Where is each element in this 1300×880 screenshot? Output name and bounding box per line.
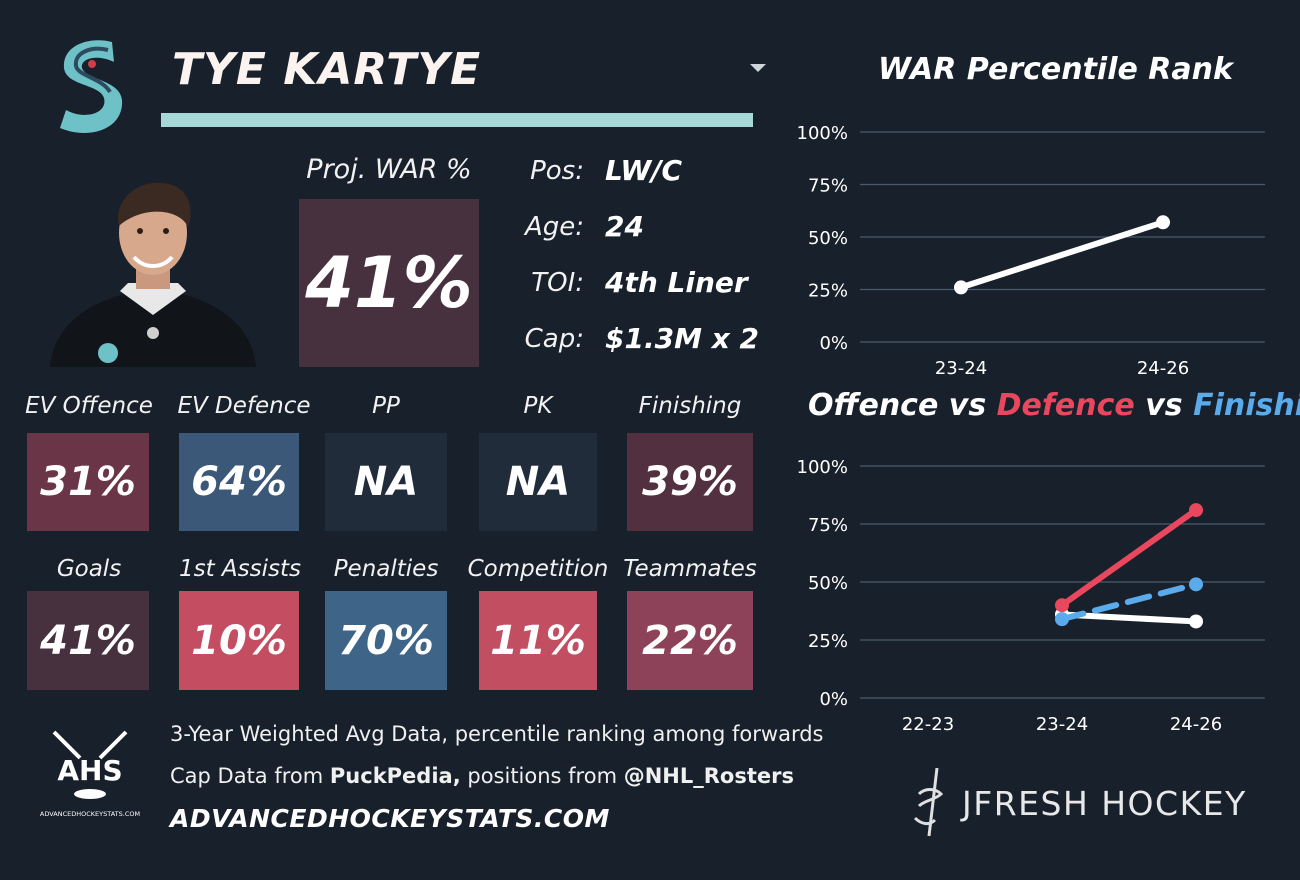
position-label: Pos: <box>530 156 584 186</box>
war-y-tick-label: 100% <box>797 123 848 144</box>
nhl-rosters-link[interactable]: @NHL_Rosters <box>623 764 794 788</box>
position-value: LW/C <box>605 154 683 187</box>
player-photo <box>50 182 256 367</box>
war-data-point-0 <box>1156 215 1170 230</box>
age-value: 24 <box>605 210 644 243</box>
title-vs-1: vs <box>938 388 997 423</box>
ovd-chart-title: Offence vs Defence vs Finishing <box>808 388 1300 423</box>
pk-label: PK <box>523 393 553 419</box>
ev-offence-label: EV Offence <box>25 393 153 419</box>
ovd-data-point-offence <box>1189 614 1203 629</box>
finishing-label: Finishing <box>638 393 742 419</box>
war-y-tick-label: 50% <box>808 228 848 249</box>
ovd-y-tick-label: 25% <box>808 631 848 652</box>
war-x-tick-label: 23-24 <box>935 358 987 379</box>
war-x-tick-label: 24-26 <box>1137 358 1189 379</box>
ovd-series-line-finishing <box>1059 581 1199 623</box>
ovd-series-line-defence <box>1059 507 1199 609</box>
finishing-tile: 39% <box>627 433 753 531</box>
competition-label: Competition <box>467 556 609 582</box>
ovd-y-tick-label: 75% <box>808 515 848 536</box>
ovd-y-tick-label: 0% <box>819 689 848 710</box>
pp-label: PP <box>372 393 400 419</box>
footer-sources: Cap Data from PuckPedia, positions from … <box>170 764 794 788</box>
pp-tile: NA <box>325 433 447 531</box>
penalties-label: Penalties <box>333 556 439 582</box>
projected-war-value: 41% <box>299 199 479 367</box>
competition-tile: 11% <box>479 591 597 690</box>
ev-offence-tile: 31% <box>27 433 149 531</box>
goals-label: Goals <box>56 556 122 582</box>
name-underline <box>161 113 753 127</box>
ahs-logo-subtext: ADVANCEDHOCKEYSTATS.COM <box>40 810 140 818</box>
footer-methodology: 3-Year Weighted Avg Data, percentile ran… <box>170 722 824 746</box>
team-logo <box>60 40 123 133</box>
first-assists-tile: 10% <box>179 591 299 690</box>
title-defence: Defence <box>996 388 1135 423</box>
ovd-y-tick-label: 100% <box>797 457 848 478</box>
ovd-x-tick-label: 23-24 <box>1036 714 1088 735</box>
ev-defence-tile: 64% <box>179 433 299 531</box>
war-y-tick-label: 25% <box>808 281 848 302</box>
site-url[interactable]: ADVANCEDHOCKEYSTATS.COM <box>170 804 610 833</box>
war-data-point-0 <box>954 280 968 295</box>
ovd-data-point-finishing <box>1055 612 1069 627</box>
cap-value: $1.3M x 2 <box>605 322 759 355</box>
jfresh-logo-icon <box>913 767 944 837</box>
title-vs-2: vs <box>1134 388 1194 423</box>
footer-sources-mid: positions from <box>460 764 624 788</box>
war-y-tick-label: 75% <box>808 176 848 197</box>
projected-war-label: Proj. WAR % <box>306 154 472 185</box>
penalties-tile: 70% <box>325 591 447 690</box>
war-series-line-0 <box>958 219 1166 291</box>
ovd-data-point-finishing <box>1189 577 1203 592</box>
war-y-tick-label: 0% <box>819 333 848 354</box>
offence-defence-finishing-chart: 0% 25% 50% 75% 100% 22-23 23-24 24-26 <box>797 457 1265 735</box>
first-assists-label: 1st Assists <box>178 556 302 582</box>
pk-tile: NA <box>479 433 597 531</box>
title-finishing: Finishing <box>1193 388 1300 423</box>
ovd-x-tick-label: 24-26 <box>1170 714 1222 735</box>
ovd-y-tick-label: 50% <box>808 573 848 594</box>
ahs-logo-text: AHS <box>57 754 122 787</box>
title-offence: Offence <box>808 388 939 423</box>
age-label: Age: <box>524 212 584 242</box>
teammates-label: Teammates <box>623 556 757 582</box>
ovd-data-point-defence <box>1189 503 1203 518</box>
jfresh-hockey-brand: JFRESH HOCKEY <box>962 784 1247 823</box>
footer-sources-prefix: Cap Data from <box>170 764 330 788</box>
war-percentile-chart: 0% 25% 50% 75% 100% 23-24 24-26 <box>797 123 1265 379</box>
puckpedia-link[interactable]: PuckPedia, <box>329 764 461 788</box>
war-chart-title: WAR Percentile Rank <box>878 52 1233 87</box>
teammates-tile: 22% <box>627 591 753 690</box>
goals-tile: 41% <box>27 591 149 690</box>
player-name: TYE KARTYE <box>172 44 482 95</box>
ahs-logo: AHS ADVANCEDHOCKEYSTATS.COM <box>40 730 140 818</box>
toi-label: TOI: <box>531 268 584 298</box>
ovd-x-tick-label: 22-23 <box>902 714 954 735</box>
ovd-data-point-defence <box>1055 598 1069 613</box>
chevron-down-icon[interactable] <box>750 64 766 72</box>
toi-value: 4th Liner <box>605 266 748 299</box>
ev-defence-label: EV Defence <box>177 393 311 419</box>
cap-label: Cap: <box>524 324 584 354</box>
